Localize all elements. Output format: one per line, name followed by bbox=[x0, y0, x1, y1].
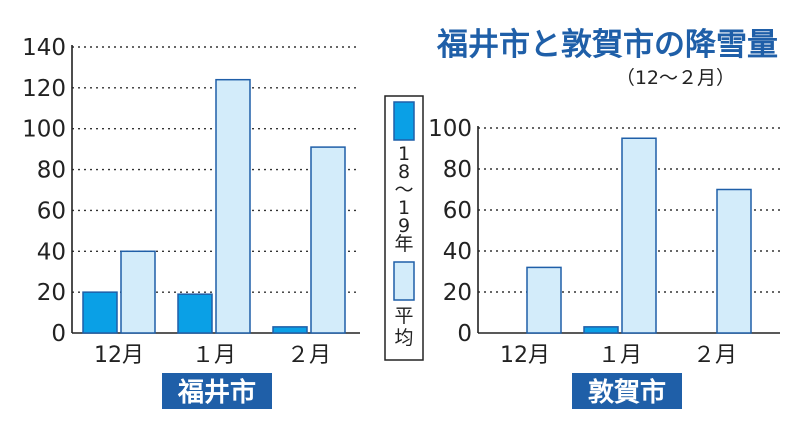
bar-average bbox=[526, 266, 562, 334]
legend: 1 8 ～ 1 9 年 平均 bbox=[384, 95, 424, 361]
city-label: 敦賀市 bbox=[588, 377, 666, 408]
bar-recent bbox=[82, 291, 118, 334]
y-tick-label: 80 bbox=[37, 158, 66, 184]
bar-average bbox=[120, 250, 156, 334]
legend-label-average: 平均 bbox=[394, 305, 413, 349]
y-tick-label: 40 bbox=[443, 239, 472, 265]
legend-swatch-recent bbox=[393, 101, 415, 141]
y-tick-label: 80 bbox=[443, 157, 472, 183]
y-tick-label: 40 bbox=[37, 239, 66, 265]
city-label: 福井市 bbox=[177, 377, 256, 408]
bar-average bbox=[716, 188, 752, 334]
legend-swatch-average bbox=[393, 261, 415, 301]
bar-recent bbox=[272, 326, 308, 334]
x-category-label: ２月 bbox=[693, 343, 737, 368]
y-tick-label: 120 bbox=[22, 76, 66, 102]
bar-recent bbox=[177, 293, 213, 334]
bar-average bbox=[310, 146, 346, 334]
bar-recent bbox=[583, 326, 619, 334]
x-category-label: 12月 bbox=[500, 343, 550, 368]
x-category-label: １月 bbox=[598, 343, 642, 368]
chart-subtitle: （12～２月） bbox=[616, 67, 735, 89]
city-label-box bbox=[162, 373, 272, 409]
x-category-label: 12月 bbox=[94, 343, 144, 368]
bar-average bbox=[621, 137, 657, 334]
city-label-box bbox=[572, 373, 682, 409]
y-tick-label: 60 bbox=[37, 198, 66, 224]
y-tick-label: 0 bbox=[51, 321, 66, 347]
x-category-label: ２月 bbox=[287, 343, 331, 368]
x-category-label: １月 bbox=[192, 343, 236, 368]
bar-average bbox=[215, 78, 251, 334]
legend-label-recent: 1 8 ～ 1 9 年 bbox=[394, 143, 413, 255]
y-tick-label: 20 bbox=[443, 280, 472, 306]
y-tick-label: 100 bbox=[22, 117, 66, 143]
y-tick-label: 100 bbox=[428, 116, 472, 142]
y-tick-label: 20 bbox=[37, 280, 66, 306]
y-tick-label: 140 bbox=[22, 35, 66, 61]
legend-box bbox=[384, 95, 424, 361]
chart-title: 福井市と敦賀市の降雪量 bbox=[436, 27, 778, 63]
y-tick-label: 60 bbox=[443, 198, 472, 224]
y-tick-label: 0 bbox=[457, 321, 472, 347]
